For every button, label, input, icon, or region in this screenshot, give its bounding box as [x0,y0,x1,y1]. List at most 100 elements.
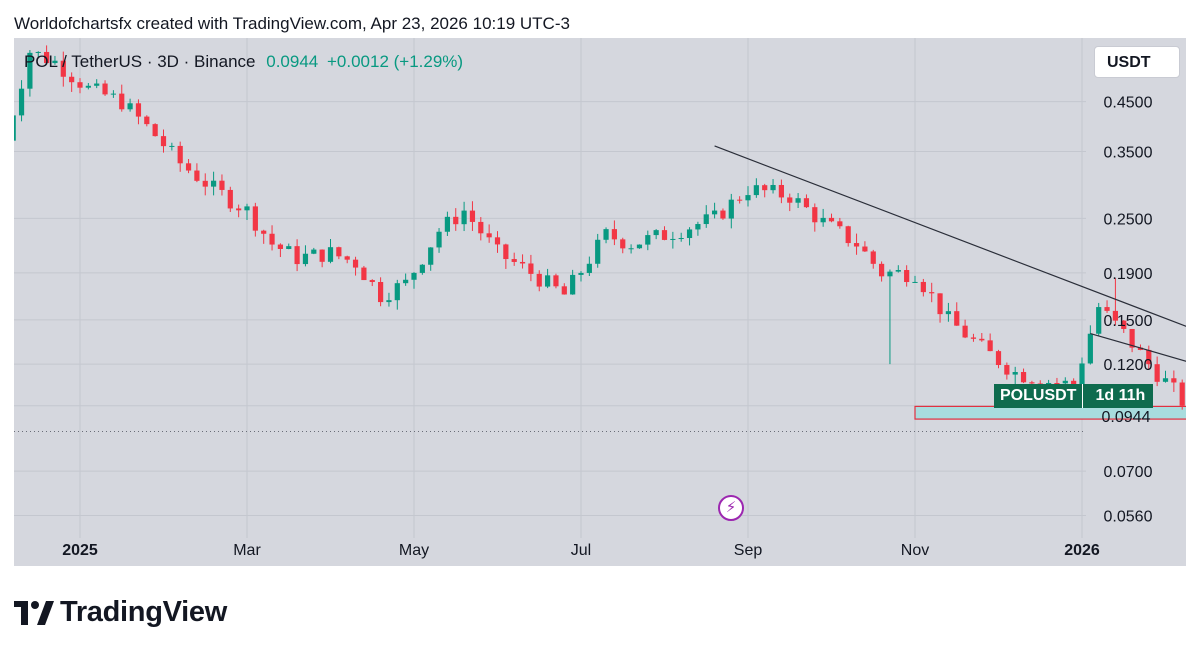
candle-body [803,198,810,208]
candle-body [920,281,926,293]
candle-body [219,180,225,190]
candle-body [586,263,592,273]
candle-body [194,170,200,181]
candle-body [202,180,208,187]
candle-body [887,271,893,277]
price-tick-label: 0.1500 [1104,313,1153,330]
candle-body [52,60,58,64]
price-tick-label: 0.0700 [1104,464,1153,481]
candle-body [169,145,175,147]
candle-body [528,263,534,274]
candle-body [444,216,450,232]
candle-body [995,351,1002,366]
candle-body [904,270,910,283]
tradingview-logo: TradingView [14,596,227,629]
candle-body [14,115,16,141]
time-tick-label: 2026 [1064,542,1100,559]
candle-body [712,210,718,215]
candle-body [770,184,776,191]
price-tick-label: 0.2500 [1104,211,1153,228]
grid [14,38,1086,538]
candle-body [419,264,425,273]
price-chart[interactable]: 0.4500 0.3500 0.2500 0.1900 0.1500 0.1200 0.07… [14,38,1186,566]
candle-body [469,210,476,222]
candle-body [369,280,375,283]
time-tick-label: Sep [734,542,763,559]
candle-body [69,76,75,83]
candles [14,45,1185,410]
candle-body [962,325,968,338]
candle-body [545,275,551,287]
candle-body [787,197,793,203]
candle-body [778,184,784,198]
chart-credit: Worldofchartsfx created with TradingView… [14,14,570,33]
price-tick-label: 0.1900 [1104,266,1153,283]
candle-body [611,229,617,240]
time-tick-label: 2025 [62,542,98,559]
candle-body [244,206,250,211]
candle-body [160,136,167,147]
lightning-icon[interactable]: ⚡ [718,495,744,521]
candle-body [102,83,108,95]
candle-body [578,272,584,275]
chart-area[interactable]: 0.4500 0.3500 0.2500 0.1900 0.1500 0.1200 0.07… [14,38,1186,566]
time-axis: 2025MarMayJulSepNov2026MarMayJulSepNov20… [62,542,1100,559]
candle-body [185,163,192,171]
candle-body [686,229,693,239]
candle-body [18,88,25,116]
candle-body [828,217,835,222]
trendline [714,145,1186,327]
time-tick-label: Jul [571,542,591,559]
currency-button[interactable]: USDT [1094,46,1180,78]
candle-body [177,145,183,164]
candle-body [553,275,559,287]
candle-body [929,292,935,294]
candle-body [394,283,400,301]
candle-body [845,226,851,244]
candle-body [60,60,66,77]
candle-body [536,273,542,287]
candle-body [1104,307,1110,311]
candle-body [954,311,960,326]
price-axis: 0.4500 0.3500 0.2500 0.1900 0.1500 0.1200 0.07… [1102,95,1153,526]
candle-body [344,256,350,260]
candle-body [812,207,818,223]
candle-body [461,210,467,225]
candle-body [311,249,317,254]
candle-body [895,270,901,272]
candle-body [511,259,517,262]
candle-body [1071,380,1077,386]
candle-body [1129,328,1135,348]
candle-body [319,249,325,262]
price-tick-label-hidden: 0.0944 [1102,409,1151,426]
candle-body [670,238,676,240]
candle-body [762,185,768,191]
candle-body [336,247,342,257]
price-tick-label: 0.3500 [1104,145,1153,162]
candle-body [294,246,300,265]
candle-body [403,279,409,284]
candle-body [737,199,743,201]
support-zone [914,405,1186,420]
time-tick-label: Mar [233,542,261,559]
price-tick-label: 0.1200 [1104,357,1153,374]
candle-body [937,293,943,315]
candle-body [795,198,801,203]
candle-body [436,231,442,248]
candle-body [453,216,459,225]
candle-body [1004,365,1010,375]
candle-body [85,85,91,88]
candle-body [620,239,626,249]
candle-body [269,233,275,245]
candle-body [820,217,826,223]
candle-body [1029,382,1035,384]
candle-body [720,210,726,219]
candle-body [1054,382,1060,384]
candle-body [1146,349,1152,365]
candle-body [378,282,384,303]
price-label-symbol: POLUSDT [994,384,1084,408]
candle-body [653,230,659,236]
candle-body [519,261,526,264]
candle-body [1171,378,1177,383]
candle-body [603,229,609,240]
